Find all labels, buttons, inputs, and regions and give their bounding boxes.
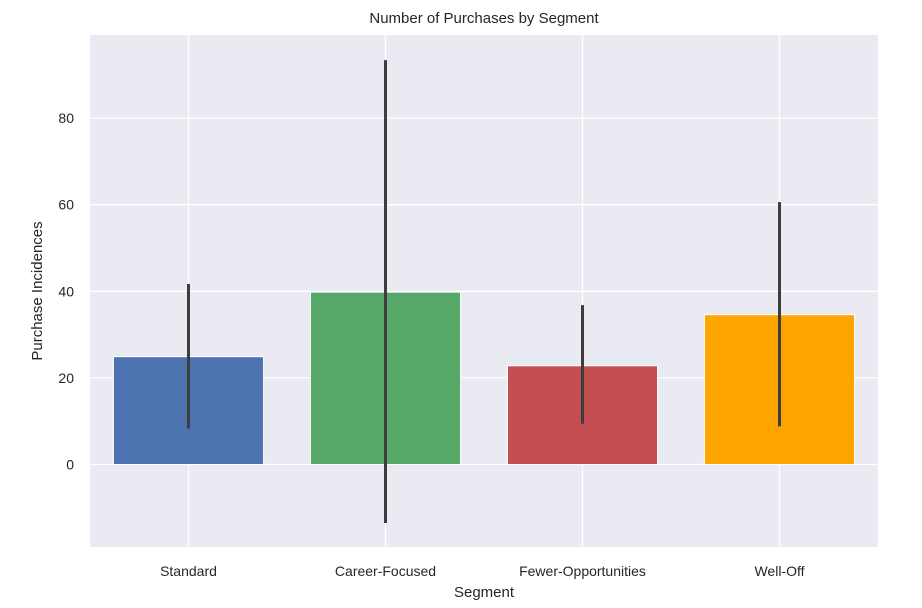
x-tick-label: Standard: [160, 563, 217, 579]
x-axis-label: Segment: [454, 584, 515, 601]
y-tick-label: 20: [58, 370, 74, 386]
y-tick-label: 80: [58, 110, 74, 126]
x-tick-label: Career-Focused: [335, 563, 436, 579]
chart-title: Number of Purchases by Segment: [369, 10, 599, 27]
x-tick-label: Fewer-Opportunities: [519, 563, 646, 579]
y-tick-label: 40: [58, 283, 74, 299]
y-tick-label: 0: [66, 457, 74, 473]
error-bars: [187, 60, 781, 523]
x-tick-label: Well-Off: [754, 563, 804, 579]
y-tick-label: 60: [58, 197, 74, 213]
y-axis-label: Purchase Incidences: [29, 221, 46, 360]
y-axis-ticks: 0 20 40 60 80: [58, 110, 74, 472]
x-axis-ticks: Standard Career-Focused Fewer-Opportunitie…: [160, 563, 805, 579]
